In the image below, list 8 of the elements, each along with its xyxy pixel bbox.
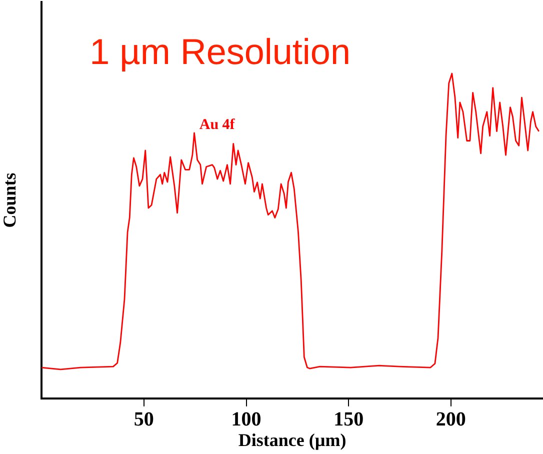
annotation: Au 4f [199,116,236,133]
x-tick-label: 150 [334,408,364,431]
x-tick-label: 100 [231,408,262,431]
x-tick-label: 50 [134,408,154,431]
chart-title: 1 µm Resolution [90,31,350,72]
x-axis-title: Distance (µm) [238,430,346,450]
y-axis-title: Counts [0,172,20,228]
x-tick-label: 200 [436,408,466,431]
